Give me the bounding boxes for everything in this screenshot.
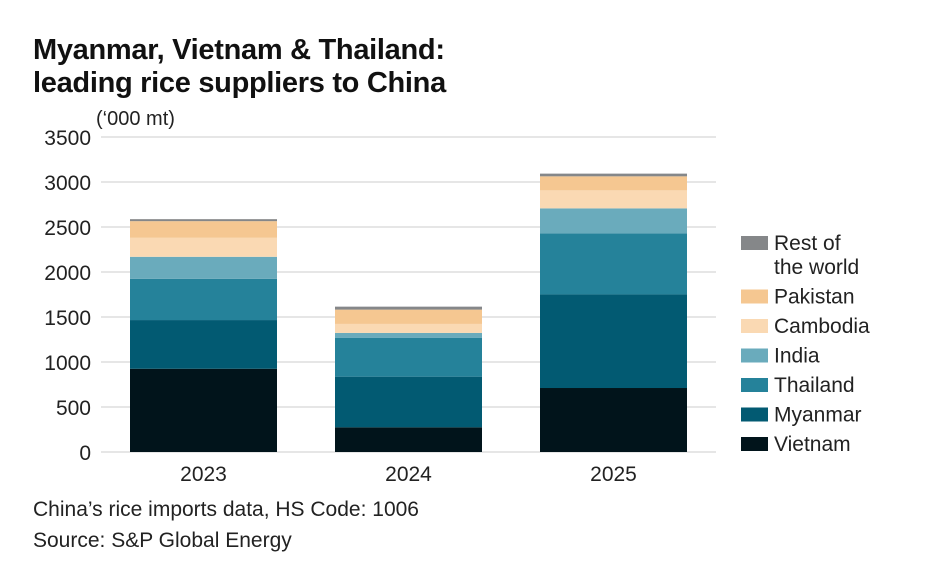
y-axis-unit-label: (‘000 mt) [96,108,175,130]
bar-segment-thailand-2024 [335,337,482,377]
chart-title: Myanmar, Vietnam & Thailand: leading ric… [33,34,446,100]
y-axis-ticks: 0 500 1000 1500 2000 2500 3000 3500 [44,127,91,465]
y-tick-label: 1000 [44,352,91,375]
legend-swatch [741,236,768,250]
y-tick-label: 3500 [44,127,91,150]
bar-segment-india-2023 [130,256,277,279]
legend-label: Vietnam [774,433,851,456]
legend-label: Rest of [774,232,841,255]
bar-segment-pakistan-2023 [130,221,277,238]
legend-label: Cambodia [774,315,870,338]
bar-segment-myanmar-2024 [335,376,482,428]
bar-segment-india-2025 [540,208,687,234]
bar-segment-vietnam-2025 [540,388,687,452]
legend-item-thailand: Thailand [741,374,855,397]
bar-segment-cambodia-2025 [540,190,687,209]
y-tick-label: 500 [56,397,91,420]
legend-label: Myanmar [774,404,862,427]
chart-title-line-1: Myanmar, Vietnam & Thailand: [33,34,445,66]
chart-title-line-2: leading rice suppliers to China [33,67,446,99]
legend-label: the world [774,256,859,279]
bar-stack-2024 [335,306,482,452]
footnote-data-note: China’s rice imports data, HS Code: 1006 [33,498,419,521]
legend-swatch [741,319,768,333]
bar-segment-vietnam-2024 [335,427,482,452]
legend-item-vietnam: Vietnam [741,433,851,456]
bars [130,173,687,452]
legend-item-india: India [741,345,820,368]
legend-label: Thailand [774,374,855,397]
legend-item-pakistan: Pakistan [741,286,855,309]
bar-segment-cambodia-2023 [130,237,277,257]
legend-swatch [741,407,768,422]
y-tick-label: 2500 [44,217,91,240]
bar-stack-2023 [130,219,277,452]
bar-segment-cambodia-2024 [335,323,482,333]
legend-label: India [774,345,820,368]
y-tick-label: 2000 [44,262,91,285]
footnote-source: Source: S&P Global Energy [33,529,292,552]
x-axis-ticks: 2023 2024 2025 [180,463,637,486]
y-tick-label: 1500 [44,307,91,330]
y-tick-label: 3000 [44,172,91,195]
bar-stack-2025 [540,173,687,452]
x-tick-label: 2025 [590,463,637,486]
legend-label: Pakistan [774,286,855,309]
bar-segment-myanmar-2023 [130,320,277,369]
y-tick-label: 0 [79,442,91,465]
bar-segment-thailand-2023 [130,278,277,321]
legend-swatch [741,437,768,451]
bar-segment-thailand-2025 [540,233,687,295]
bar-segment-rest-of-the-world-2025 [540,173,687,177]
bar-segment-india-2024 [335,332,482,338]
x-tick-label: 2023 [180,463,227,486]
legend-swatch [741,378,768,392]
legend-swatch [741,348,768,363]
x-tick-label: 2024 [385,463,432,486]
bar-segment-rest-of-the-world-2024 [335,306,482,310]
bar-segment-pakistan-2025 [540,176,687,191]
legend-swatch [741,289,768,304]
legend-item-cambodia: Cambodia [741,315,870,338]
bar-segment-myanmar-2025 [540,294,687,389]
bar-segment-rest-of-the-world-2023 [130,219,277,222]
footnote: China’s rice imports data, HS Code: 1006… [33,494,419,556]
legend-item-myanmar: Myanmar [741,404,862,427]
bar-segment-vietnam-2023 [130,368,277,452]
bar-segment-pakistan-2024 [335,309,482,324]
